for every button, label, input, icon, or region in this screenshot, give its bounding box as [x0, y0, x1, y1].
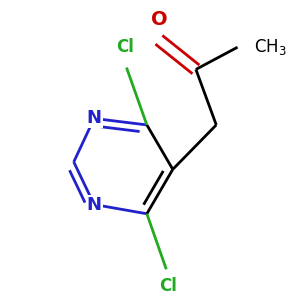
Text: CH$_3$: CH$_3$ [254, 37, 287, 57]
Text: Cl: Cl [116, 38, 134, 56]
Text: N: N [87, 196, 102, 214]
Text: N: N [87, 110, 102, 128]
Text: O: O [151, 10, 167, 29]
Text: Cl: Cl [159, 277, 177, 295]
